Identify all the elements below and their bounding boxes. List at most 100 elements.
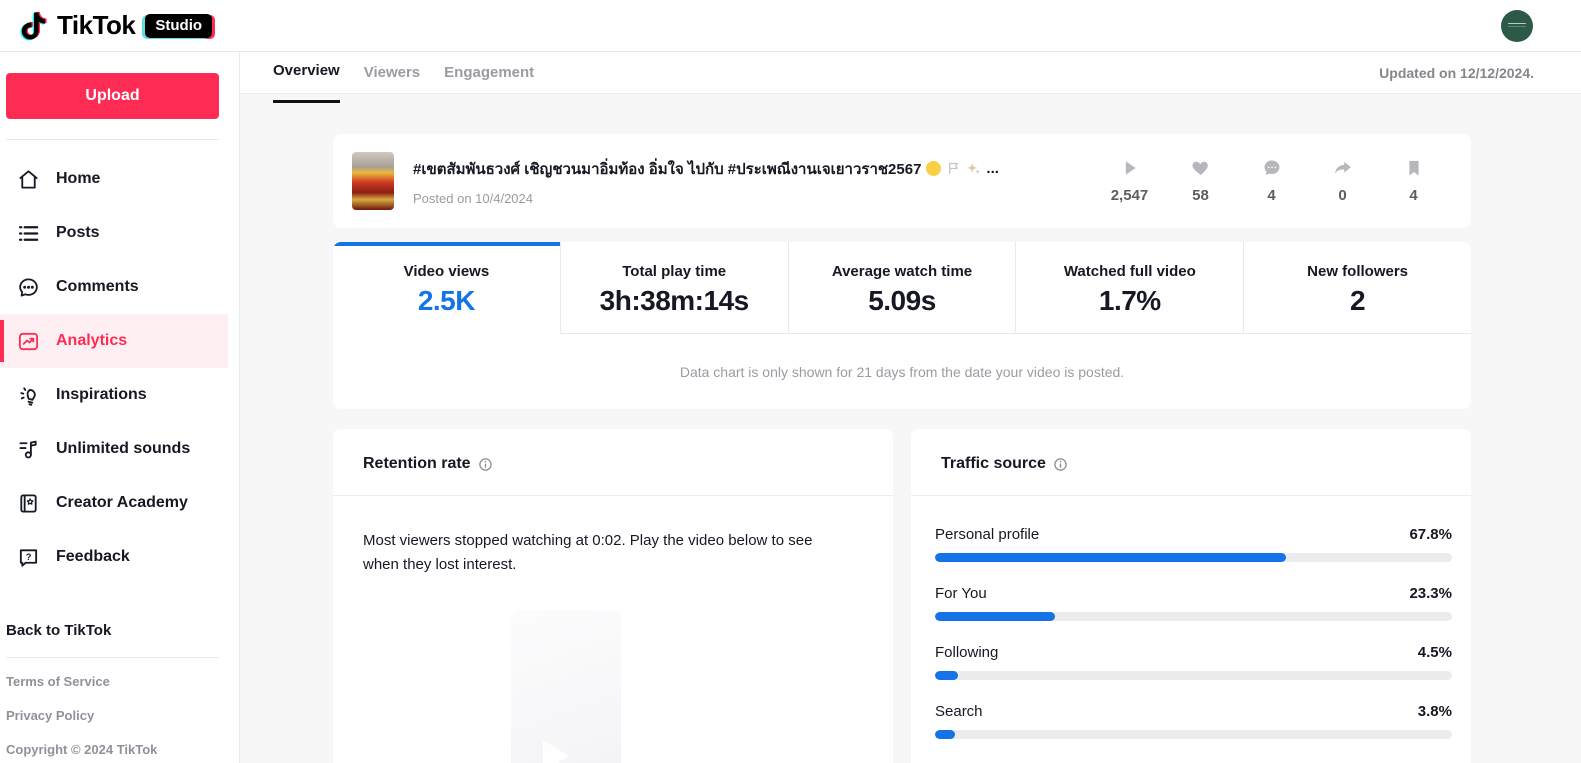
traffic-percentage: 67.8% [1409,526,1452,543]
traffic-percentage: 4.5% [1417,644,1452,661]
metric-label: Video views [403,263,490,280]
posts-list-icon [18,225,39,241]
traffic-title: Traffic source [941,455,1046,472]
retention-message: Most viewers stopped watching at 0:02. P… [363,532,813,573]
traffic-rows: Personal profile 67.8% For You [911,496,1471,763]
feedback-bubble-icon: ? [19,548,38,567]
analytics-tab-bar: Overview Viewers Engagement Updated on 1… [240,52,1581,103]
music-note-icon [19,440,37,458]
sidebar-item-creator-academy[interactable]: Creator Academy [0,476,228,530]
academy-book-icon [20,493,37,513]
white-flag-emoji [949,162,959,175]
traffic-row-search: Search 3.8% [935,703,1452,739]
info-icon[interactable] [478,457,493,472]
traffic-label: Search [935,703,983,720]
privacy-policy-link[interactable]: Privacy Policy [6,708,95,723]
likes-count: 58 [1192,187,1209,204]
metric-tab-video-views[interactable]: Video views 2.5K [333,242,560,334]
metric-label: Total play time [622,263,727,280]
video-title-text: #เขตสัมพันธวงศ์ เชิญชวนมาอิ่มท้อง อิ่มใจ… [413,160,922,178]
play-icon [1125,161,1136,175]
stat-likes: 58 [1165,158,1236,204]
sidebar-item-analytics[interactable]: Analytics [0,314,228,368]
brand-logo[interactable]: TikTok Studio [20,10,213,41]
retention-title: Retention rate [363,455,471,472]
traffic-source-card: Traffic source Personal profile 67.8% [911,429,1471,763]
comments-count: 4 [1267,187,1276,204]
video-posted-date: Posted on 10/4/2024 [413,190,533,206]
traffic-row-following: Following 4.5% [935,644,1452,680]
sidebar-item-label: Home [56,170,101,187]
metric-value: 2 [1350,285,1366,316]
sidebar-item-unlimited-sounds[interactable]: Unlimited sounds [0,422,228,476]
traffic-bar-track [935,730,1452,739]
traffic-row-for-you: For You 23.3% [935,585,1452,621]
sidebar-item-inspirations[interactable]: Inspirations [0,368,228,422]
sidebar-item-label: Analytics [56,332,128,349]
metric-value: 2.5K [417,285,476,316]
retention-rate-card: Retention rate Most viewers stopped watc… [333,429,893,763]
video-stats: 2,547 58 4 [1094,158,1449,204]
sidebar-footer-divider [6,657,219,658]
sidebar-item-feedback[interactable]: ? Feedback [0,530,228,584]
data-chart-note: Data chart is only shown for 21 days fro… [679,363,1125,380]
brand-name: TikTok [57,10,136,40]
traffic-bar-fill [935,671,959,680]
studio-badge: Studio [145,13,213,38]
traffic-bar-fill [935,730,955,739]
inspirations-bulb-icon [20,386,36,406]
top-bar: TikTok Studio [0,0,1581,52]
sidebar: Upload Home Posts Comments [0,52,240,763]
traffic-label: For You [935,585,987,602]
terms-of-service-link[interactable]: Terms of Service [6,674,110,689]
sidebar-item-home[interactable]: Home [0,152,228,206]
tiktok-note-icon [20,11,47,40]
traffic-label: Following [935,644,999,661]
bookmark-icon [1408,160,1419,176]
analytics-chart-icon [18,332,39,350]
content-area: #เขตสัมพันธวงศ์ เชิญชวนมาอิ่มท้อง อิ่มใจ… [240,94,1581,763]
metric-label: Watched full video [1063,263,1196,280]
retention-video-player[interactable] [511,610,621,763]
back-to-tiktok-link[interactable]: Back to TikTok [6,622,112,639]
traffic-bar-track [935,553,1452,562]
copyright-text: Copyright © 2024 TikTok [6,742,158,757]
metric-value: 5.09s [868,285,936,316]
metric-value: 1.7% [1098,285,1161,316]
tab-overview[interactable]: Overview [273,62,340,103]
profile-avatar[interactable] [1501,9,1533,42]
comment-icon [1264,160,1279,175]
home-icon [19,169,38,189]
metric-tab-watched-full-video[interactable]: Watched full video 1.7% [1015,242,1244,334]
traffic-card-header: Traffic source [911,429,1471,496]
tab-engagement[interactable]: Engagement [444,63,535,81]
video-title: #เขตสัมพันธวงศ์ เชิญชวนมาอิ่มท้อง อิ่มใจ… [413,157,1094,181]
plays-count: 2,547 [1110,187,1149,204]
stat-plays: 2,547 [1094,158,1165,204]
metric-value: 3h:38m:14s [599,285,750,316]
metric-tab-total-play-time[interactable]: Total play time 3h:38m:14s [559,242,788,334]
info-icon[interactable] [1053,457,1068,472]
metric-tab-new-followers[interactable]: New followers 2 [1243,242,1471,334]
video-title-ellipsis: ... [986,160,999,177]
upload-button[interactable]: Upload [6,73,219,119]
yellow-circle-emoji [926,161,942,176]
metric-tab-strip: Video views 2.5K Total play time 3h:38m:… [333,242,1471,334]
heart-icon [1191,161,1208,176]
metric-tab-average-watch-time[interactable]: Average watch time 5.09s [787,242,1016,334]
stat-bookmarks: 4 [1378,158,1449,204]
traffic-percentage: 3.8% [1417,703,1452,720]
main-panel: Overview Viewers Engagement Updated on 1… [240,52,1581,763]
traffic-row-personal-profile: Personal profile 67.8% [935,526,1452,562]
traffic-label: Personal profile [935,526,1040,543]
stat-shares: 0 [1307,158,1378,204]
sidebar-item-posts[interactable]: Posts [0,206,228,260]
shares-count: 0 [1338,187,1347,204]
sidebar-item-comments[interactable]: Comments [0,260,228,314]
video-thumbnail[interactable] [352,152,394,210]
sidebar-item-label: Creator Academy [56,494,188,511]
video-summary-card[interactable]: #เขตสัมพันธวงศ์ เชิญชวนมาอิ่มท้อง อิ่มใจ… [333,134,1471,228]
traffic-bar-fill [935,612,1056,621]
tab-viewers[interactable]: Viewers [363,63,421,81]
